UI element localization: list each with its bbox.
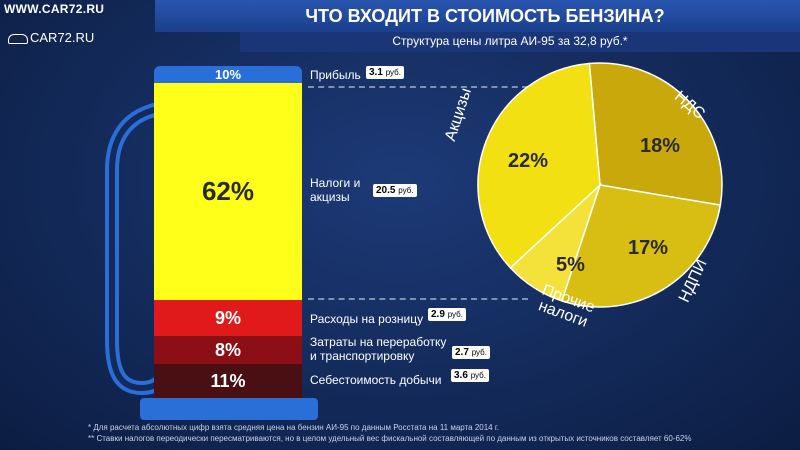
pump-segment-taxes: 62% — [154, 83, 302, 300]
page-subtitle: Структура цены литра АИ-95 за 32,8 руб.* — [392, 34, 628, 48]
pump-segment-extraction: 11% — [154, 364, 302, 398]
segment-profit-pct: 10% — [214, 67, 242, 82]
segment-taxes-pct: 62% — [201, 176, 255, 206]
segment-extraction-pct: 11% — [210, 370, 246, 391]
pump-base — [140, 398, 318, 420]
footnote-2: ** Ставки налогов переодически пересматр… — [88, 434, 692, 443]
label-profit: Прибыль — [310, 68, 361, 82]
page-title: ЧТО ВХОДИТ В СТОИМОСТЬ БЕНЗИНА? — [305, 6, 665, 26]
divider-taxes — [308, 298, 528, 300]
badge-taxes: 20.5 руб. — [373, 184, 417, 197]
pump-segment-retail: 9% — [154, 300, 302, 336]
car-icon — [8, 33, 28, 44]
label-extraction: Себестоимость добычи — [310, 373, 442, 387]
title-bar — [155, 0, 800, 32]
label-taxes: Налоги и акцизы — [310, 176, 361, 204]
pie-slice-excise — [477, 62, 601, 269]
pie-pct-vat: 18% — [640, 135, 681, 157]
pie-slice-vat — [588, 62, 723, 207]
label-retail: Расходы на розницу — [310, 312, 424, 326]
segment-processing-pct: 8% — [214, 339, 241, 360]
badge-extraction: 3.6 руб. — [451, 369, 489, 382]
pie-pct-other: 5% — [556, 254, 585, 276]
watermark-logo: CAR72.RU — [8, 30, 94, 45]
watermark-site: WWW.CAR72.RU — [4, 2, 105, 16]
pie-slice-mineral — [560, 184, 722, 308]
subtitle-bar — [240, 32, 800, 52]
footnote-1: * Для расчета абсолютных цифр взята сред… — [88, 423, 499, 432]
pump-segment-profit — [154, 66, 302, 83]
badge-processing: 2.7 руб. — [452, 346, 490, 359]
pump-segment-processing: 8% — [154, 336, 302, 364]
pie-pct-mineral: 17% — [628, 237, 669, 259]
pie-pct-excise: 22% — [508, 150, 549, 172]
watermark-logo-text: CAR72.RU — [30, 30, 95, 45]
badge-retail: 2.9 руб. — [428, 308, 466, 321]
divider-profit — [308, 86, 528, 88]
badge-profit: 3.1 руб. — [366, 66, 404, 79]
segment-retail-pct: 9% — [214, 307, 241, 328]
label-processing: Затраты на переработку и транспортировку — [310, 335, 447, 363]
